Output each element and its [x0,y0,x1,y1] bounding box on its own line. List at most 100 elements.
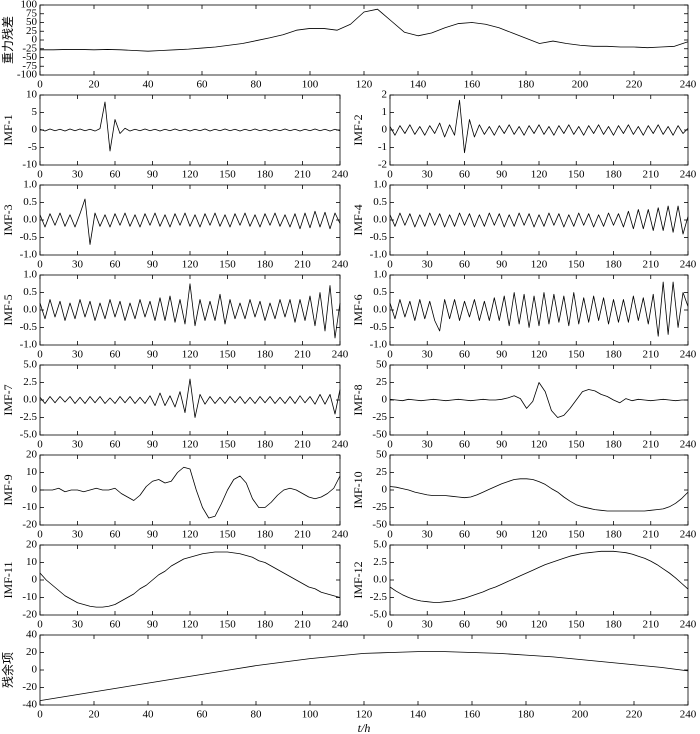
y-tick-label: 40 [26,629,38,641]
y-tick-label: 5 [32,106,38,118]
y-tick-label: -2.5 [370,591,388,603]
x-tick-label: 0 [387,529,393,541]
panel: -40 -20 0 20 40 0 20 40 60 80 100 120 140 160 180 200 22… [0,629,697,734]
y-tick-label: 1.0 [373,269,387,281]
y-tick-label: -1.0 [370,339,388,351]
x-tick-label: 0 [387,619,393,631]
x-tick-label: 160 [464,709,481,721]
x-tick-label: 120 [356,79,373,91]
x-tick-label: 30 [422,349,434,361]
x-tick-label: 240 [332,439,349,451]
y-tick-label: 0.5 [373,196,387,208]
x-tick-label: 180 [605,619,622,631]
x-tick-label: 90 [147,529,159,541]
y-tick-label: -40 [22,699,37,711]
y-tick-label: -10 [22,501,37,513]
y-tick-label: -50 [372,429,387,441]
x-tick-label: 240 [680,529,697,541]
data-line [389,382,688,418]
y-tick-label: 20 [26,539,38,551]
x-tick-label: 180 [257,349,274,361]
x-tick-label: 210 [294,529,311,541]
data-line [39,378,341,418]
data-line [39,551,341,608]
y-tick-label: 0.0 [373,214,387,226]
panel: -20 -10 0 10 20 0 30 60 90 120 150 180 210 240 IMF-9 [1,449,349,541]
x-tick-label: 30 [422,169,434,181]
y-tick-label: 25 [26,25,38,37]
y-tick-label: -1 [378,141,387,153]
y-axis-label: IMF-3 [1,204,15,235]
plot-frame [389,544,689,616]
x-tick-label: 150 [568,619,585,631]
y-tick-label: -100 [17,69,38,81]
y-tick-label: 0 [32,484,38,496]
y-tick-label: -2 [378,159,387,171]
y-tick-label: 0.0 [373,304,387,316]
x-tick-label: 220 [626,709,643,721]
y-tick-label: -0.5 [20,321,38,333]
x-tick-label: 60 [110,529,122,541]
y-tick-label: 25 [376,376,388,388]
x-tick-label: 0 [37,439,43,451]
y-tick-label: 0.0 [23,304,37,316]
y-tick-label: 0.0 [23,394,37,406]
x-tick-label: 0 [37,349,43,361]
x-tick-label: 80 [251,709,263,721]
y-axis-label: IMF-6 [351,294,365,325]
y-tick-label: 2.5 [373,556,387,568]
y-tick-label: -5 [28,141,38,153]
x-tick-label: 160 [464,79,481,91]
y-tick-label: 1.0 [23,179,37,191]
x-tick-label: 180 [518,79,535,91]
panel: -1.0 -0.5 0.0 0.5 1.0 0 30 60 90 120 150 180 210 240 I… [351,179,697,271]
x-tick-label: 120 [182,169,199,181]
x-tick-label: 40 [143,709,155,721]
plot-frame [39,634,689,706]
y-tick-label: 0 [32,124,38,136]
x-tick-label: 0 [387,259,393,271]
x-tick-label: 210 [643,529,660,541]
plot-frame [389,454,689,526]
y-tick-label: 1.0 [373,179,387,191]
y-tick-label: -20 [22,519,37,531]
plot-frame [389,184,689,256]
x-tick-label: 0 [37,259,43,271]
x-tick-label: 240 [680,619,697,631]
x-tick-label: 240 [332,259,349,271]
x-axis-label: t/h [358,721,371,734]
y-tick-label: 50 [376,449,388,461]
x-tick-label: 150 [568,349,585,361]
x-tick-label: 140 [410,709,427,721]
x-tick-label: 210 [294,349,311,361]
x-tick-label: 30 [72,169,84,181]
plot-frame [39,364,341,436]
plot-frame [39,94,341,166]
x-tick-label: 180 [605,529,622,541]
y-tick-label: 10 [26,89,38,101]
y-axis-label: IMF-5 [1,294,15,325]
x-tick-label: 150 [219,619,236,631]
y-tick-label: 0 [382,394,388,406]
y-axis-label: IMF-11 [1,562,15,599]
plot-frame [39,184,341,256]
panel: -1.0 -0.5 0.0 0.5 1.0 0 30 60 90 120 150 180 210 240 I… [351,269,697,361]
x-tick-label: 90 [496,259,508,271]
x-tick-label: 90 [147,619,159,631]
x-tick-label: 0 [37,709,43,721]
y-tick-label: 0 [382,484,388,496]
y-tick-label: 0 [32,34,38,46]
y-tick-label: -20 [22,609,37,621]
x-tick-label: 90 [496,439,508,451]
x-tick-label: 240 [680,349,697,361]
y-tick-label: 2.5 [23,376,37,388]
y-tick-label: 5.0 [373,539,387,551]
x-tick-label: 140 [410,79,427,91]
y-axis-label: IMF-4 [351,204,365,235]
x-tick-label: 0 [387,169,393,181]
x-tick-label: 60 [110,259,122,271]
plot-frame [39,4,689,76]
y-tick-label: 10 [26,556,38,568]
y-axis-label: IMF-9 [1,474,15,505]
